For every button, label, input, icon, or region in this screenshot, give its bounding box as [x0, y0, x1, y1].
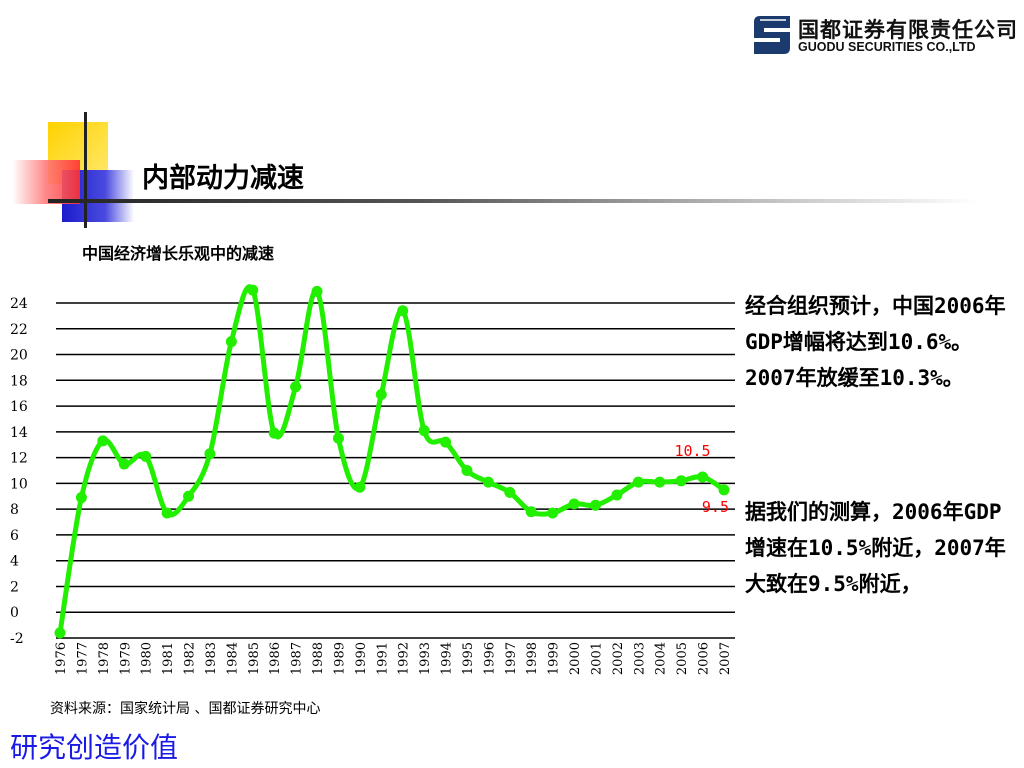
data-point-1977 [75, 492, 87, 504]
y-tick-label: 0 [10, 605, 19, 621]
y-tick-label: 22 [10, 322, 28, 338]
data-point-1978 [97, 435, 109, 447]
x-tick-label: 1995 [461, 642, 476, 675]
company-logo: 国都证券有限责任公司 GUODU SECURITIES CO.,LTD [752, 14, 1017, 58]
y-tick-label: 20 [10, 348, 28, 364]
data-point-1976 [54, 627, 66, 639]
y-tick-label: 12 [10, 451, 28, 467]
data-point-2001 [589, 499, 601, 511]
company-logo-icon [754, 16, 790, 54]
x-tick-label: 2004 [654, 642, 669, 675]
x-tick-label: 1979 [118, 642, 133, 675]
x-tick-label: 1999 [547, 642, 562, 675]
data-point-2002 [611, 489, 623, 501]
x-tick-label: 2000 [568, 642, 583, 675]
data-point-2004 [654, 476, 666, 488]
x-tick-label: 1996 [482, 642, 497, 675]
x-tick-label: 1990 [354, 642, 369, 675]
data-source: 资料来源：国家统计局 、国都证券研究中心 [50, 701, 321, 717]
data-point-2005 [675, 475, 687, 487]
data-point-1997 [504, 486, 516, 498]
data-point-1992 [397, 305, 409, 317]
deco-vertical-bar [84, 112, 87, 228]
data-point-2003 [632, 476, 644, 488]
data-point-1989 [332, 432, 344, 444]
data-point-1985 [247, 284, 259, 296]
data-point-1980 [140, 450, 152, 462]
x-tick-label: 1991 [375, 642, 390, 675]
x-tick-label: 1984 [225, 642, 240, 675]
slogan: 研究创造价值 [10, 731, 179, 764]
x-tick-label: 2003 [632, 642, 647, 675]
x-tick-label: 2002 [611, 642, 626, 675]
x-tick-label: 2007 [718, 642, 733, 675]
data-label-2006: 10.5 [674, 442, 710, 460]
x-tick-label: 1978 [97, 642, 112, 675]
data-point-1982 [183, 490, 195, 502]
x-tick-label: 2006 [697, 642, 712, 675]
data-point-1993 [418, 425, 430, 437]
y-tick-label: 14 [10, 425, 28, 441]
company-name-en: GUODU SECURITIES CO.,LTD [798, 40, 976, 54]
data-point-1987 [290, 381, 302, 393]
y-tick-label: 10 [10, 476, 28, 492]
deco-red-square [12, 160, 80, 204]
data-point-1995 [461, 465, 473, 476]
data-point-1986 [268, 427, 280, 439]
data-point-1999 [547, 507, 559, 519]
data-point-1996 [482, 476, 494, 488]
company-name-cn: 国都证券有限责任公司 [798, 18, 1018, 42]
x-tick-label: 1998 [525, 642, 540, 675]
y-tick-label: 8 [10, 502, 19, 518]
chart-title: 中国经济增长乐观中的减速 [82, 244, 275, 263]
y-tick-label: 18 [10, 373, 28, 389]
data-point-1991 [375, 388, 387, 400]
data-point-1988 [311, 285, 323, 297]
x-tick-label: 1982 [183, 642, 198, 675]
x-tick-label: 2001 [589, 642, 604, 675]
y-tick-label: 2 [10, 579, 19, 595]
own-estimate-note: 据我们的测算，2006年GDP增速在10.5%附近，2007年大致在9.5%附近… [745, 500, 1006, 596]
x-tick-label: 1987 [290, 642, 305, 675]
x-tick-label: 1976 [54, 642, 69, 675]
x-tick-label: 2005 [675, 642, 690, 675]
data-point-2007 [718, 484, 730, 496]
x-tick-label: 1980 [140, 642, 155, 675]
data-point-1979 [118, 458, 130, 470]
data-point-1984 [225, 336, 237, 348]
x-tick-label: 1992 [397, 642, 412, 675]
title-underline [48, 199, 978, 203]
data-point-2000 [568, 498, 580, 510]
x-tick-label: 1994 [440, 642, 455, 675]
data-point-1990 [354, 481, 366, 493]
y-tick-label: 4 [10, 554, 19, 570]
data-point-1983 [204, 448, 216, 460]
x-tick-label: 1981 [161, 642, 176, 675]
x-tick-label: 1985 [247, 642, 262, 675]
x-tick-label: 1986 [268, 642, 283, 675]
y-tick-label: 6 [10, 528, 19, 544]
y-tick-label: -2 [10, 631, 24, 647]
slide-title: 内部动力减速 [142, 163, 304, 194]
data-label-2007: 9.5 [702, 498, 729, 516]
x-tick-label: 1988 [311, 642, 326, 675]
y-tick-label: 16 [10, 399, 28, 415]
gdp-growth-line [57, 284, 726, 634]
data-point-1998 [525, 506, 537, 518]
data-point-1994 [440, 436, 452, 448]
data-point-1981 [161, 507, 173, 519]
data-point-2006 [697, 471, 709, 483]
oecd-forecast-note: 经合组织预计，中国2006年GDP增幅将达到10.6%。2007年放缓至10.3… [745, 294, 1006, 390]
y-tick-label: 24 [10, 296, 28, 312]
x-tick-label: 1977 [75, 642, 90, 675]
x-tick-label: 1993 [418, 642, 433, 675]
x-tick-label: 1989 [332, 642, 347, 675]
x-tick-label: 1997 [504, 642, 519, 675]
x-tick-label: 1983 [204, 642, 219, 675]
